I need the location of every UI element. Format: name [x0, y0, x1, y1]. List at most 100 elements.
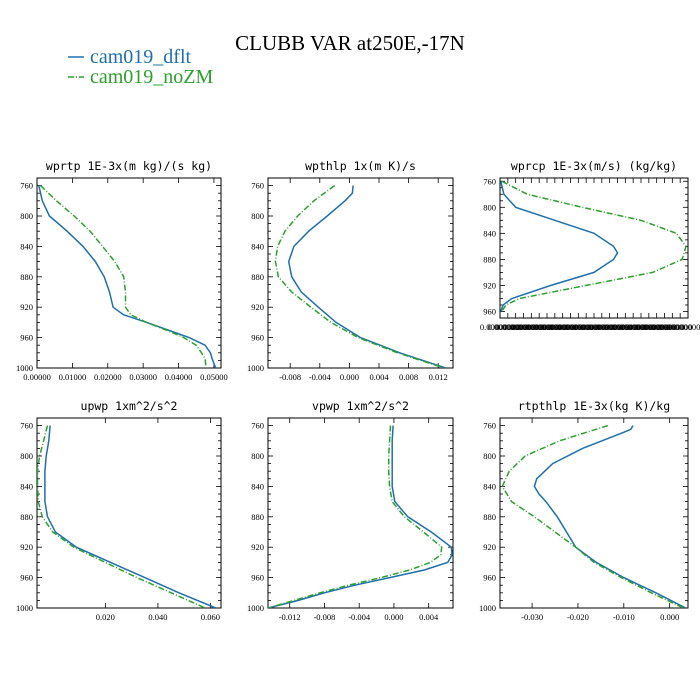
y-tick-label: 840	[251, 481, 264, 491]
x-tick-label: 0.00000000	[566, 322, 606, 332]
x-tick-label: 0.00000000	[613, 322, 653, 332]
y-tick-label: 1000	[479, 603, 496, 613]
x-tick-label: -0.004	[348, 612, 371, 622]
x-tick-label: 0.00000000	[488, 322, 528, 332]
y-tick-label: 800	[20, 451, 33, 461]
x-tick-label: 0.000	[384, 612, 403, 622]
x-tick-label: -0.004	[309, 372, 332, 382]
y-tick-label: 840	[20, 241, 33, 251]
x-tick-label: 0.020	[96, 612, 115, 622]
y-tick-label: 1000	[247, 603, 264, 613]
figure-title: CLUBB VAR at250E,-17N	[235, 31, 465, 55]
legend-label: cam019_dflt	[90, 46, 192, 68]
x-tick-label: 0.004	[419, 612, 439, 622]
x-tick-label: 0.060	[201, 612, 220, 622]
series-line-nozm	[501, 424, 684, 608]
x-tick-label: 0.012	[429, 372, 448, 382]
series-line-dflt	[500, 181, 619, 312]
x-tick-label: 0.00000000	[480, 322, 520, 332]
x-tick-label: 0.00000000	[511, 322, 551, 332]
series-line-nozm	[268, 425, 443, 608]
series-line-dflt	[287, 185, 446, 368]
y-tick-label: 880	[20, 272, 33, 282]
y-tick-label: 1000	[247, 363, 264, 373]
x-tick-label: 0.000	[340, 372, 359, 382]
x-tick-label: 0.004	[369, 372, 389, 382]
y-tick-label: 840	[483, 228, 496, 238]
x-tick-label: 0.00000000	[621, 322, 661, 332]
legend-label: cam019_noZM	[90, 66, 214, 88]
y-tick-label: 840	[483, 481, 496, 491]
y-tick-label: 760	[251, 181, 264, 191]
y-tick-label: 760	[483, 421, 496, 431]
chart-panel: wpthlp 1x(m K)/s 760 800 840 880 920 960 1000 -0…	[247, 159, 454, 382]
x-tick-label: 0.00000000	[582, 322, 622, 332]
series-line-dflt	[268, 425, 453, 608]
panel-title: wprtp 1E-3x(m kg)/(s kg)	[46, 159, 212, 173]
x-tick-label: 0.00000000	[495, 322, 535, 332]
legend-entry: cam019_noZM	[68, 66, 214, 88]
y-tick-label: 920	[483, 542, 496, 552]
panel-title: vpwp 1xm^2/s^2	[312, 399, 409, 413]
x-tick-label: 0.00000000	[527, 322, 567, 332]
plot-frame	[36, 417, 222, 609]
plot-frame	[36, 177, 222, 369]
series-line-nozm	[37, 425, 206, 608]
x-tick-label: 0.00000000	[644, 322, 684, 332]
x-tick-label: -0.010	[613, 612, 635, 622]
x-tick-label: 0.03000	[129, 372, 157, 382]
y-tick-label: 960	[483, 573, 496, 583]
x-tick-label: 0.04000	[165, 372, 193, 382]
chart-panel: wprtp 1E-3x(m kg)/(s kg) 760 800 840 880 920 9…	[16, 159, 228, 382]
x-tick-label: 0.00000000	[636, 322, 676, 332]
series-line-dflt	[533, 425, 687, 608]
panel-title: wpthlp 1x(m K)/s	[305, 159, 416, 173]
y-tick-label: 800	[483, 202, 496, 212]
x-tick-label: -0.020	[567, 612, 589, 622]
x-tick-label: 0.00000000	[589, 322, 629, 332]
legend-entry: cam019_dflt	[68, 46, 192, 68]
y-tick-label: 920	[20, 302, 33, 312]
chart-panel: upwp 1xm^2/s^2 760 800 840 880 920 960 1000 0.02…	[16, 399, 222, 622]
y-tick-label: 800	[20, 211, 33, 221]
series-line-nozm	[39, 185, 207, 368]
chart-panel: vpwp 1xm^2/s^2 760 800 840 880 920 960 1000 -0.0…	[247, 399, 454, 622]
x-tick-label: 0.00000000	[652, 322, 692, 332]
y-tick-label: 920	[20, 542, 33, 552]
series-line-nozm	[500, 180, 687, 312]
x-tick-label: 0.00000	[23, 372, 51, 382]
y-tick-label: 760	[483, 176, 496, 186]
y-tick-label: 800	[251, 451, 264, 461]
y-tick-label: 960	[251, 573, 264, 583]
y-tick-label: 880	[483, 254, 496, 264]
x-tick-label: 0.02000	[94, 372, 122, 382]
y-tick-label: 920	[483, 280, 496, 290]
y-tick-label: 960	[483, 306, 496, 316]
y-tick-label: 840	[251, 241, 264, 251]
chart-panel: wprcp 1E-3x(m/s) (kg/kg) 760 800 840 880 920 9…	[480, 159, 700, 332]
x-tick-label: 0.00000000	[503, 322, 543, 332]
panel-title: rtpthlp 1E-3x(kg K)/kg	[518, 399, 670, 413]
x-tick-label: 0.00000000	[660, 322, 700, 332]
y-tick-label: 880	[251, 272, 264, 282]
y-tick-label: 760	[251, 421, 264, 431]
x-tick-label: 0.00000000	[629, 322, 669, 332]
y-tick-label: 880	[20, 512, 33, 522]
x-tick-label: 0.05000	[200, 372, 228, 382]
x-tick-label: 0.00000000	[605, 322, 645, 332]
x-tick-label: 0.01000	[59, 372, 87, 382]
series-line-dflt	[44, 425, 216, 608]
x-tick-label: 0.00000000	[542, 322, 582, 332]
x-tick-label: 0.00000000	[597, 322, 637, 332]
y-tick-label: 1000	[16, 603, 33, 613]
chart-panel: rtpthlp 1E-3x(kg K)/kg 760 800 840 880 920 960…	[479, 399, 689, 622]
panel-title: upwp 1xm^2/s^2	[81, 399, 178, 413]
x-tick-label: -0.008	[313, 612, 335, 622]
plot-frame	[267, 177, 454, 369]
panel-title: wprcp 1E-3x(m/s) (kg/kg)	[511, 159, 677, 173]
y-tick-label: 960	[20, 573, 33, 583]
y-tick-label: 960	[251, 333, 264, 343]
plot-frame	[499, 417, 689, 609]
y-tick-label: 960	[20, 333, 33, 343]
